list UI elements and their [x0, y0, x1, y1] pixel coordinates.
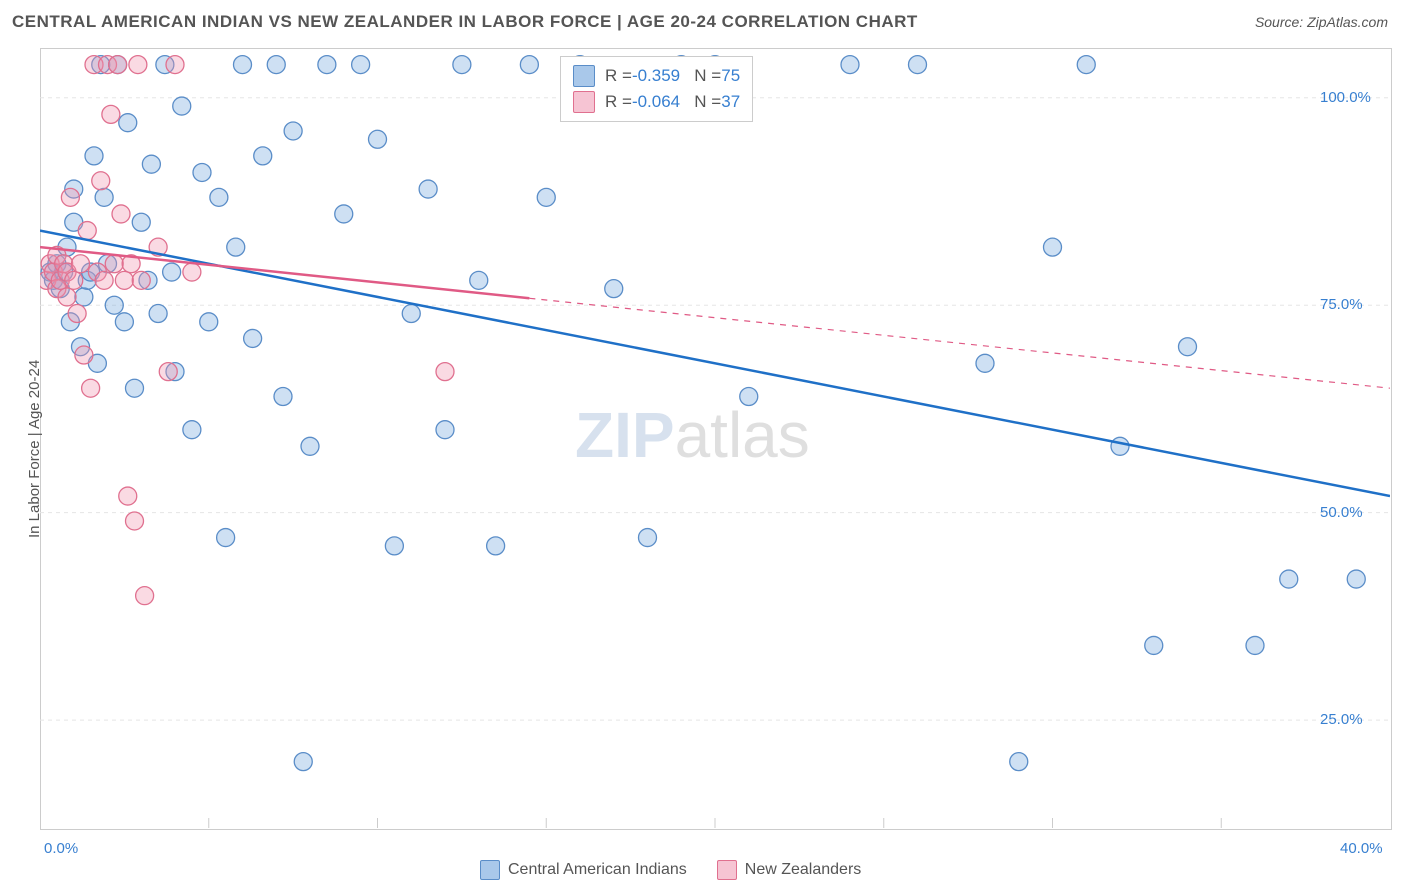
corr-n-value: 37	[721, 92, 740, 112]
legend-swatch-icon	[573, 65, 595, 87]
plot-svg	[40, 48, 1390, 828]
legend-label: New Zealanders	[745, 861, 862, 878]
bottom-legend: Central American Indians New Zealanders	[480, 860, 861, 880]
y-tick-label: 50.0%	[1320, 504, 1363, 521]
y-tick-label: 75.0%	[1320, 296, 1363, 313]
correlation-row: R = -0.359 N = 75	[573, 63, 740, 89]
legend-swatch-icon	[717, 860, 737, 880]
corr-r-value: -0.064	[632, 92, 680, 112]
y-axis-label: In Labor Force | Age 20-24	[26, 360, 43, 538]
source-label: Source: ZipAtlas.com	[1255, 14, 1388, 30]
title-bar: CENTRAL AMERICAN INDIAN VS NEW ZEALANDER…	[0, 0, 1406, 44]
legend-label: Central American Indians	[508, 861, 687, 878]
legend-swatch-icon	[573, 91, 595, 113]
corr-r-value: -0.359	[632, 66, 680, 86]
corr-r-label: R =	[605, 66, 632, 86]
correlation-row: R = -0.064 N = 37	[573, 89, 740, 115]
chart-title: CENTRAL AMERICAN INDIAN VS NEW ZEALANDER…	[12, 12, 918, 32]
x-tick-label: 40.0%	[1340, 840, 1383, 857]
corr-r-label: R =	[605, 92, 632, 112]
legend-item: New Zealanders	[717, 860, 862, 880]
corr-n-value: 75	[721, 66, 740, 86]
chart-container: CENTRAL AMERICAN INDIAN VS NEW ZEALANDER…	[0, 0, 1406, 892]
y-tick-label: 100.0%	[1320, 89, 1371, 106]
correlation-box: R = -0.359 N = 75R = -0.064 N = 37	[560, 56, 753, 122]
corr-n-label: N =	[680, 92, 721, 112]
corr-n-label: N =	[680, 66, 721, 86]
y-tick-label: 25.0%	[1320, 711, 1363, 728]
legend-swatch-icon	[480, 860, 500, 880]
legend-item: Central American Indians	[480, 860, 687, 880]
x-tick-label: 0.0%	[44, 840, 78, 857]
